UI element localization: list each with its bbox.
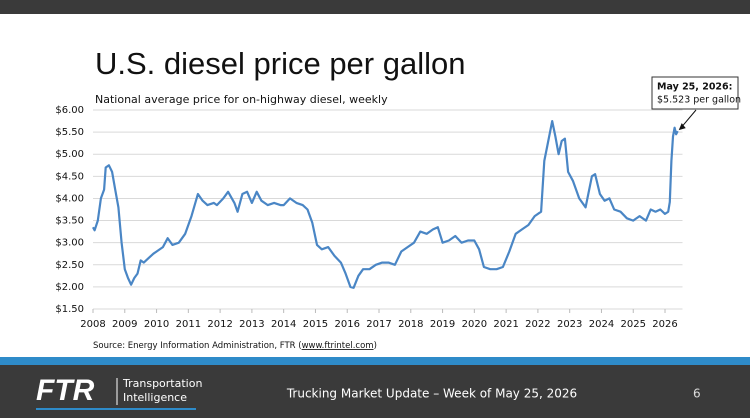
tagline: Intelligence — [123, 391, 187, 404]
x-tick-label: 2025 — [621, 319, 646, 330]
x-tick-label: 2012 — [207, 319, 232, 330]
y-tick-label: $2.00 — [55, 282, 84, 293]
x-tick-label: 2017 — [366, 319, 391, 330]
x-tick-label: 2023 — [557, 319, 582, 330]
x-tick-label: 2015 — [303, 319, 328, 330]
x-tick-label: 2026 — [652, 319, 677, 330]
logo: FTR — [36, 374, 95, 407]
x-tick-label: 2008 — [80, 319, 105, 330]
annotation-box — [651, 76, 739, 110]
x-tick-label: 2021 — [493, 319, 518, 330]
accent-bar — [0, 357, 750, 365]
x-tick-label: 2020 — [462, 319, 487, 330]
logo-underline — [36, 408, 196, 410]
x-tick-label: 2013 — [239, 319, 264, 330]
x-tick-label: 2018 — [398, 319, 423, 330]
y-tick-label: $5.00 — [55, 149, 84, 160]
source: Source: Energy Information Administratio… — [93, 341, 377, 351]
x-tick-label: 2016 — [335, 319, 360, 330]
y-tick-label: $4.00 — [55, 193, 84, 204]
x-tick-label: 2014 — [271, 319, 296, 330]
plot: $1.50 $2.00 $2.50 $3.00 $3.50 $4.00 $4.50 $5.00… — [55, 76, 741, 330]
tagline: Transportation — [122, 377, 202, 390]
y-tick-label: $4.50 — [55, 171, 84, 182]
annotation-arrowhead — [678, 123, 686, 131]
annotation-text: $5.523 per gallon — [657, 95, 741, 106]
chart-title: U.S. diesel price per gallon — [95, 46, 465, 81]
x-tick-label: 2009 — [112, 319, 137, 330]
x-tick-label: 2022 — [525, 319, 550, 330]
y-tick-label: $1.50 — [55, 304, 84, 315]
x-tick-label: 2019 — [430, 319, 455, 330]
source-text: Source: Energy Information Administratio… — [93, 341, 302, 351]
y-tick-label: $5.50 — [55, 127, 84, 138]
y-tick-label: $3.50 — [55, 216, 84, 227]
page-number: 6 — [693, 387, 701, 401]
series-line — [92, 120, 679, 289]
x-tick-label: 2010 — [144, 319, 169, 330]
x-tick-label: 2011 — [176, 319, 201, 330]
y-tick-label: $6.00 — [55, 105, 84, 116]
chart-subtitle: National average price for on-highway di… — [95, 93, 388, 106]
y-tick-label: $3.00 — [55, 238, 84, 249]
source-end: ) — [374, 341, 377, 351]
annotation-date: May 25, 2026: — [657, 82, 732, 93]
top-bar — [0, 0, 750, 14]
footer-title: Trucking Market Update – Week of May 25,… — [286, 387, 577, 401]
y-tick-label: $2.50 — [55, 260, 84, 271]
x-tick-label: 2024 — [589, 319, 614, 330]
source-link[interactable]: www.ftrintel.com — [302, 341, 374, 351]
